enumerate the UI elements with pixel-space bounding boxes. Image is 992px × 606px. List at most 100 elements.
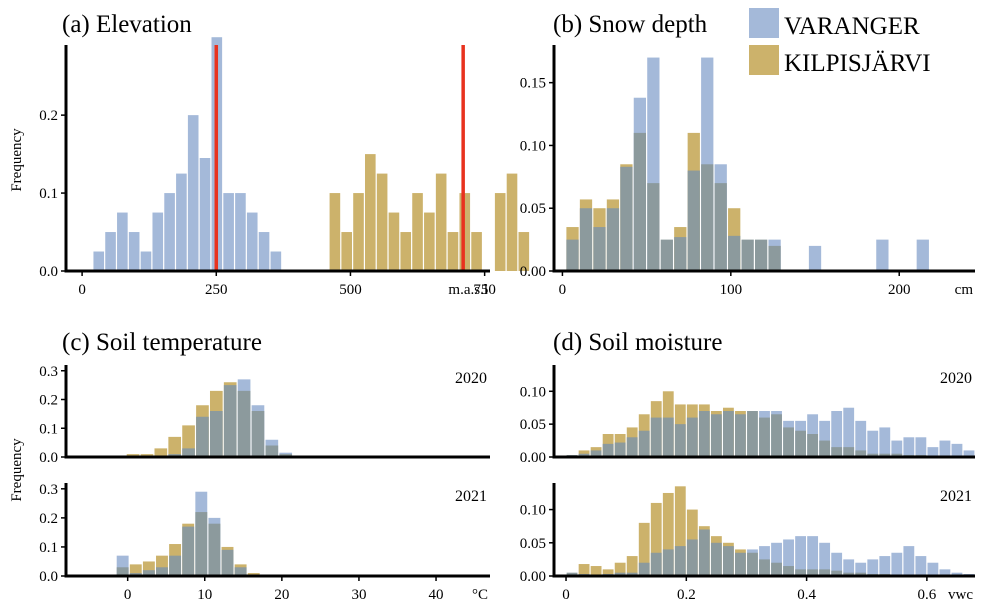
bar-overlap	[620, 166, 633, 271]
panel-c2021: 0.0 0.1 0.2 0.3 0 10 20 30 40 °C 2021	[39, 482, 490, 603]
bar-varanger	[117, 212, 128, 271]
bar-overlap	[831, 570, 843, 576]
bar-varanger	[876, 239, 889, 271]
bar-overlap	[196, 416, 209, 457]
y-tick-label: 0.2	[39, 511, 58, 527]
bar-varanger	[867, 559, 879, 576]
y-tick-label: 0.3	[39, 364, 58, 380]
x-tick-label: 0.4	[797, 587, 816, 603]
bar-kilpisjarvi	[142, 561, 155, 576]
legend-label-varanger: VARANGER	[784, 13, 920, 40]
x-tick-label: 500	[339, 282, 362, 298]
bar-kilpisjarvi	[424, 212, 435, 271]
bar-varanger	[128, 232, 140, 271]
bar-overlap	[783, 566, 794, 576]
x-tick-label: 30	[351, 587, 366, 603]
bar-kilpisjarvi	[614, 562, 626, 576]
x-tick-label: 750	[473, 282, 496, 298]
bar-overlap	[686, 539, 698, 576]
bar-varanger	[927, 447, 939, 457]
bar-varanger	[140, 251, 152, 271]
bar-overlap	[747, 552, 758, 576]
x-tick-label: 250	[205, 282, 228, 298]
x-axis-unit: vwc	[948, 587, 973, 603]
bar-overlap	[593, 227, 606, 271]
bar-overlap	[855, 572, 867, 576]
bar-overlap	[578, 453, 590, 457]
bar-varanger	[916, 239, 929, 271]
y-tick-label: 0.00	[520, 569, 546, 585]
y-tick-label: 0.05	[520, 201, 546, 217]
y-tick-label: 0.15	[520, 76, 546, 92]
bar-overlap	[182, 448, 195, 457]
bar-overlap	[686, 417, 698, 457]
bar-overlap	[647, 183, 660, 271]
bar-varanger	[903, 546, 915, 576]
bar-varanger	[808, 245, 822, 271]
bar-overlap	[237, 390, 251, 457]
bar-varanger	[903, 437, 915, 457]
bar-overlap	[182, 526, 195, 576]
bar-kilpisjarvi	[447, 232, 459, 271]
bar-varanger	[939, 440, 951, 457]
bar-varanger	[116, 555, 129, 576]
bar-varanger	[819, 420, 831, 457]
bar-overlap	[265, 445, 279, 457]
panel-d2021: 0.00 0.05 0.10 0 0.2 0.4 0.6 vwc 2021	[520, 483, 975, 603]
bar-overlap	[795, 569, 806, 576]
bar-kilpisjarvi	[578, 564, 590, 576]
bar-varanger	[199, 158, 211, 271]
year-label: 2020	[455, 370, 487, 387]
bar-overlap	[819, 440, 831, 457]
x-axis-unit: °C	[472, 587, 488, 603]
bar-varanger	[891, 440, 903, 457]
bar-varanger	[951, 572, 963, 576]
y-tick-label: 0.0	[39, 569, 58, 585]
bar-overlap	[566, 572, 578, 576]
bar-overlap	[735, 552, 746, 576]
bar-overlap	[728, 235, 741, 271]
bar-kilpisjarvi	[662, 492, 674, 576]
bar-varanger	[891, 552, 903, 576]
bar-overlap	[626, 572, 638, 576]
x-tick-label: 0.6	[918, 587, 937, 603]
y-tick-label: 0.0	[39, 264, 58, 280]
bar-overlap	[566, 239, 579, 271]
bar-varanger	[855, 562, 867, 576]
bar-kilpisjarvi	[412, 193, 423, 271]
bar-varanger	[843, 407, 855, 457]
bar-overlap	[650, 417, 662, 457]
panel-title: (b) Snow depth	[553, 11, 708, 38]
y-tick-label: 0.1	[39, 540, 58, 556]
bar-overlap	[747, 411, 758, 457]
bar-kilpisjarvi	[506, 173, 518, 271]
bar-overlap	[754, 239, 768, 271]
bar-varanger	[951, 443, 963, 457]
bar-overlap	[614, 442, 626, 457]
bar-kilpisjarvi	[400, 232, 412, 271]
bar-varanger	[915, 556, 927, 576]
bar-overlap	[209, 411, 223, 457]
y-tick-label: 0.1	[39, 186, 58, 202]
bar-kilpisjarvi	[638, 522, 650, 576]
x-tick-label: 200	[888, 282, 911, 298]
x-tick-label: 10	[197, 587, 212, 603]
bar-overlap	[633, 132, 647, 271]
bar-overlap	[638, 562, 650, 576]
bar-overlap	[795, 430, 806, 457]
bar-overlap	[831, 447, 843, 457]
bar-varanger	[235, 193, 246, 271]
bar-varanger	[939, 569, 951, 576]
bar-overlap	[590, 450, 602, 457]
bar-overlap	[614, 572, 626, 576]
bar-overlap	[638, 430, 650, 457]
bar-kilpisjarvi	[168, 436, 182, 457]
bar-kilpisjarvi	[365, 154, 376, 271]
bar-overlap	[674, 424, 686, 457]
bar-overlap	[714, 183, 727, 271]
legend-label-kilpisjarvi: KILPISJÄRVI	[784, 50, 931, 77]
bar-kilpisjarvi	[341, 232, 353, 271]
bar-overlap	[662, 417, 674, 457]
bar-overlap	[735, 414, 746, 457]
bar-kilpisjarvi	[329, 193, 341, 271]
